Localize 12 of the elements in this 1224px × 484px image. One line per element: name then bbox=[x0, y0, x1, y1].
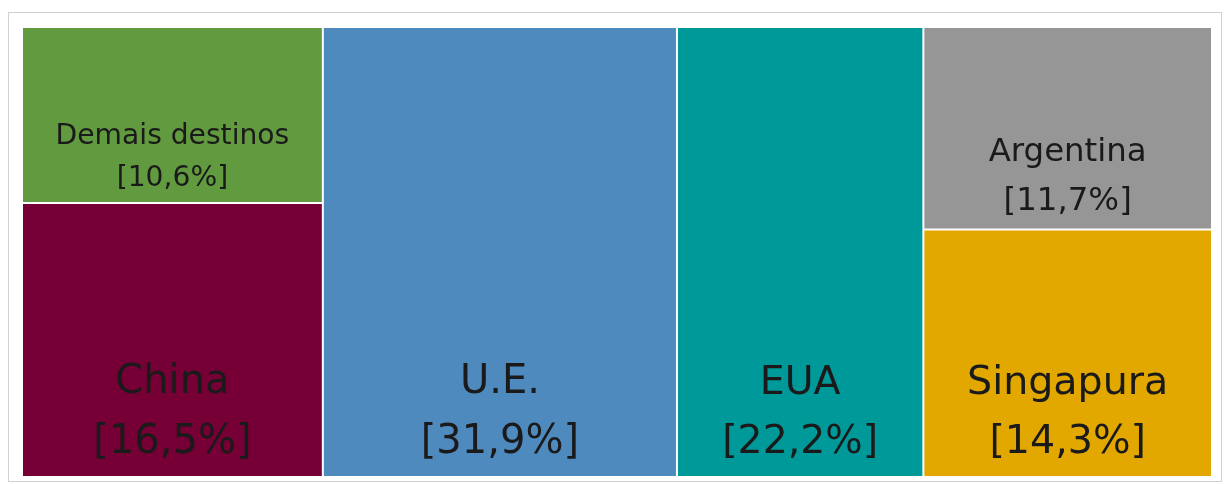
category-label: Singapura bbox=[967, 356, 1169, 403]
data-label: [22,2%] bbox=[722, 416, 879, 463]
data-label: [31,9%] bbox=[420, 416, 580, 462]
data-label: [11,7%] bbox=[1003, 180, 1132, 219]
category-label: EUA bbox=[759, 357, 841, 404]
category-label: Argentina bbox=[988, 131, 1147, 170]
data-label: [14,3%] bbox=[989, 416, 1146, 463]
category-label: U.E. bbox=[459, 356, 540, 402]
category-label: Demais destinos bbox=[55, 117, 290, 151]
data-label: [10,6%] bbox=[116, 160, 229, 194]
data-label: [16,5%] bbox=[93, 416, 252, 462]
category-label: China bbox=[115, 356, 230, 402]
